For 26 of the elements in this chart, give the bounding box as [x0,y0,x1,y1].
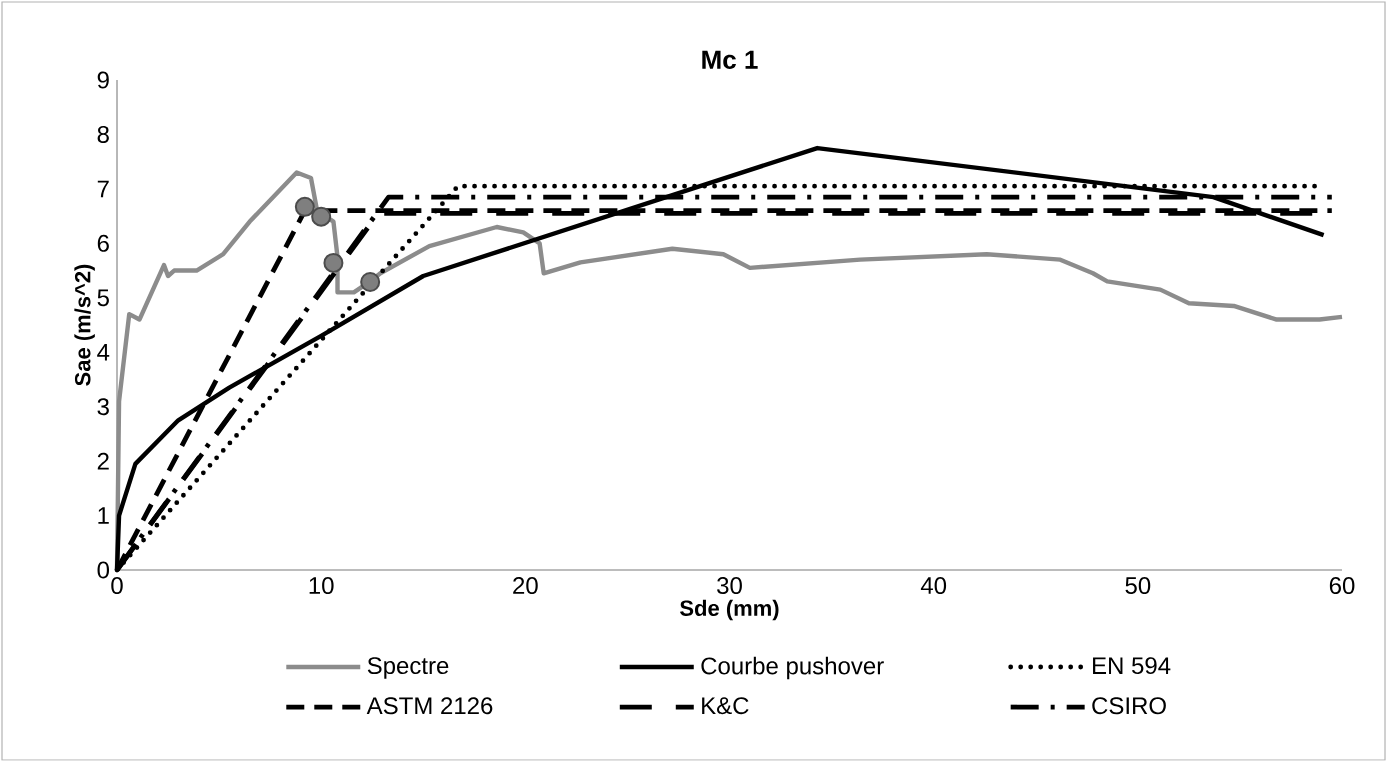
y-tick-label: 4 [97,343,110,361]
legend-label: K&C [702,697,749,715]
y-tick-label: 0 [97,561,110,579]
legend-label: Courbe pushover [701,656,884,680]
x-tick-label: 30 [717,577,742,595]
y-axis-title: Sae (m/s^2) [74,264,95,386]
x-tick-label: 60 [1329,577,1355,595]
x-tick-label: 20 [513,577,538,595]
y-tick-label: 5 [97,289,109,307]
x-tick-label: 0 [111,577,123,595]
y-tick-label: 1 [98,507,109,524]
y-tick-label: 9 [97,71,109,89]
y-tick-label: 6 [97,234,109,252]
y-tick-label: 3 [97,398,109,416]
legend-label: EN 594 [1093,657,1171,675]
legend-label: ASTM 2126 [366,697,493,715]
x-tick-label: 10 [309,577,334,595]
x-tick-label: 50 [1125,577,1151,595]
legend-label: Spectre [367,657,449,679]
y-tick-label: 7 [97,180,109,198]
y-tick-label: 8 [97,125,109,143]
legend-label: CSIRO [1092,697,1166,715]
x-axis-title: Sde (mm) [680,599,779,621]
chart-title: Mc 1 [702,50,758,69]
x-tick-label: 40 [920,577,947,595]
y-tick-label: 2 [97,452,109,470]
